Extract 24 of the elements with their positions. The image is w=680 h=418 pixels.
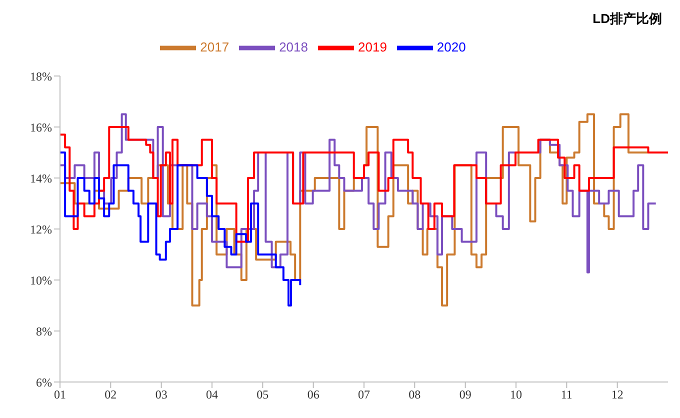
x-tick-label: 01: [54, 388, 66, 402]
legend-label: 2020: [436, 39, 466, 54]
y-tick-label: 14%: [30, 171, 52, 186]
y-tick-label: 18%: [30, 69, 52, 84]
x-tick-label: 02: [104, 388, 117, 402]
legend-label: 2018: [279, 39, 308, 54]
legend-label: 2019: [358, 39, 387, 54]
chart-title: LD排产比例: [592, 10, 662, 28]
y-tick-label: 10%: [30, 273, 52, 288]
y-tick-label: 12%: [30, 222, 52, 236]
y-tick-label: 16%: [30, 120, 52, 134]
x-tick-label: 04: [206, 388, 218, 402]
x-tick-label: 05: [256, 388, 269, 402]
legend-label: 2017: [200, 39, 230, 54]
x-tick-label: 09: [459, 388, 472, 402]
x-tick-label: 06: [307, 388, 320, 402]
x-tick-label: 03: [155, 388, 168, 402]
x-tick-label: 12: [611, 388, 624, 402]
y-tick-label: 6%: [36, 375, 52, 390]
x-tick-label: 10: [510, 388, 522, 402]
y-tick-label: 8%: [36, 324, 52, 338]
x-tick-label: 07: [358, 388, 370, 402]
x-tick-label: 08: [408, 388, 421, 402]
x-tick-label: 11: [560, 388, 572, 402]
